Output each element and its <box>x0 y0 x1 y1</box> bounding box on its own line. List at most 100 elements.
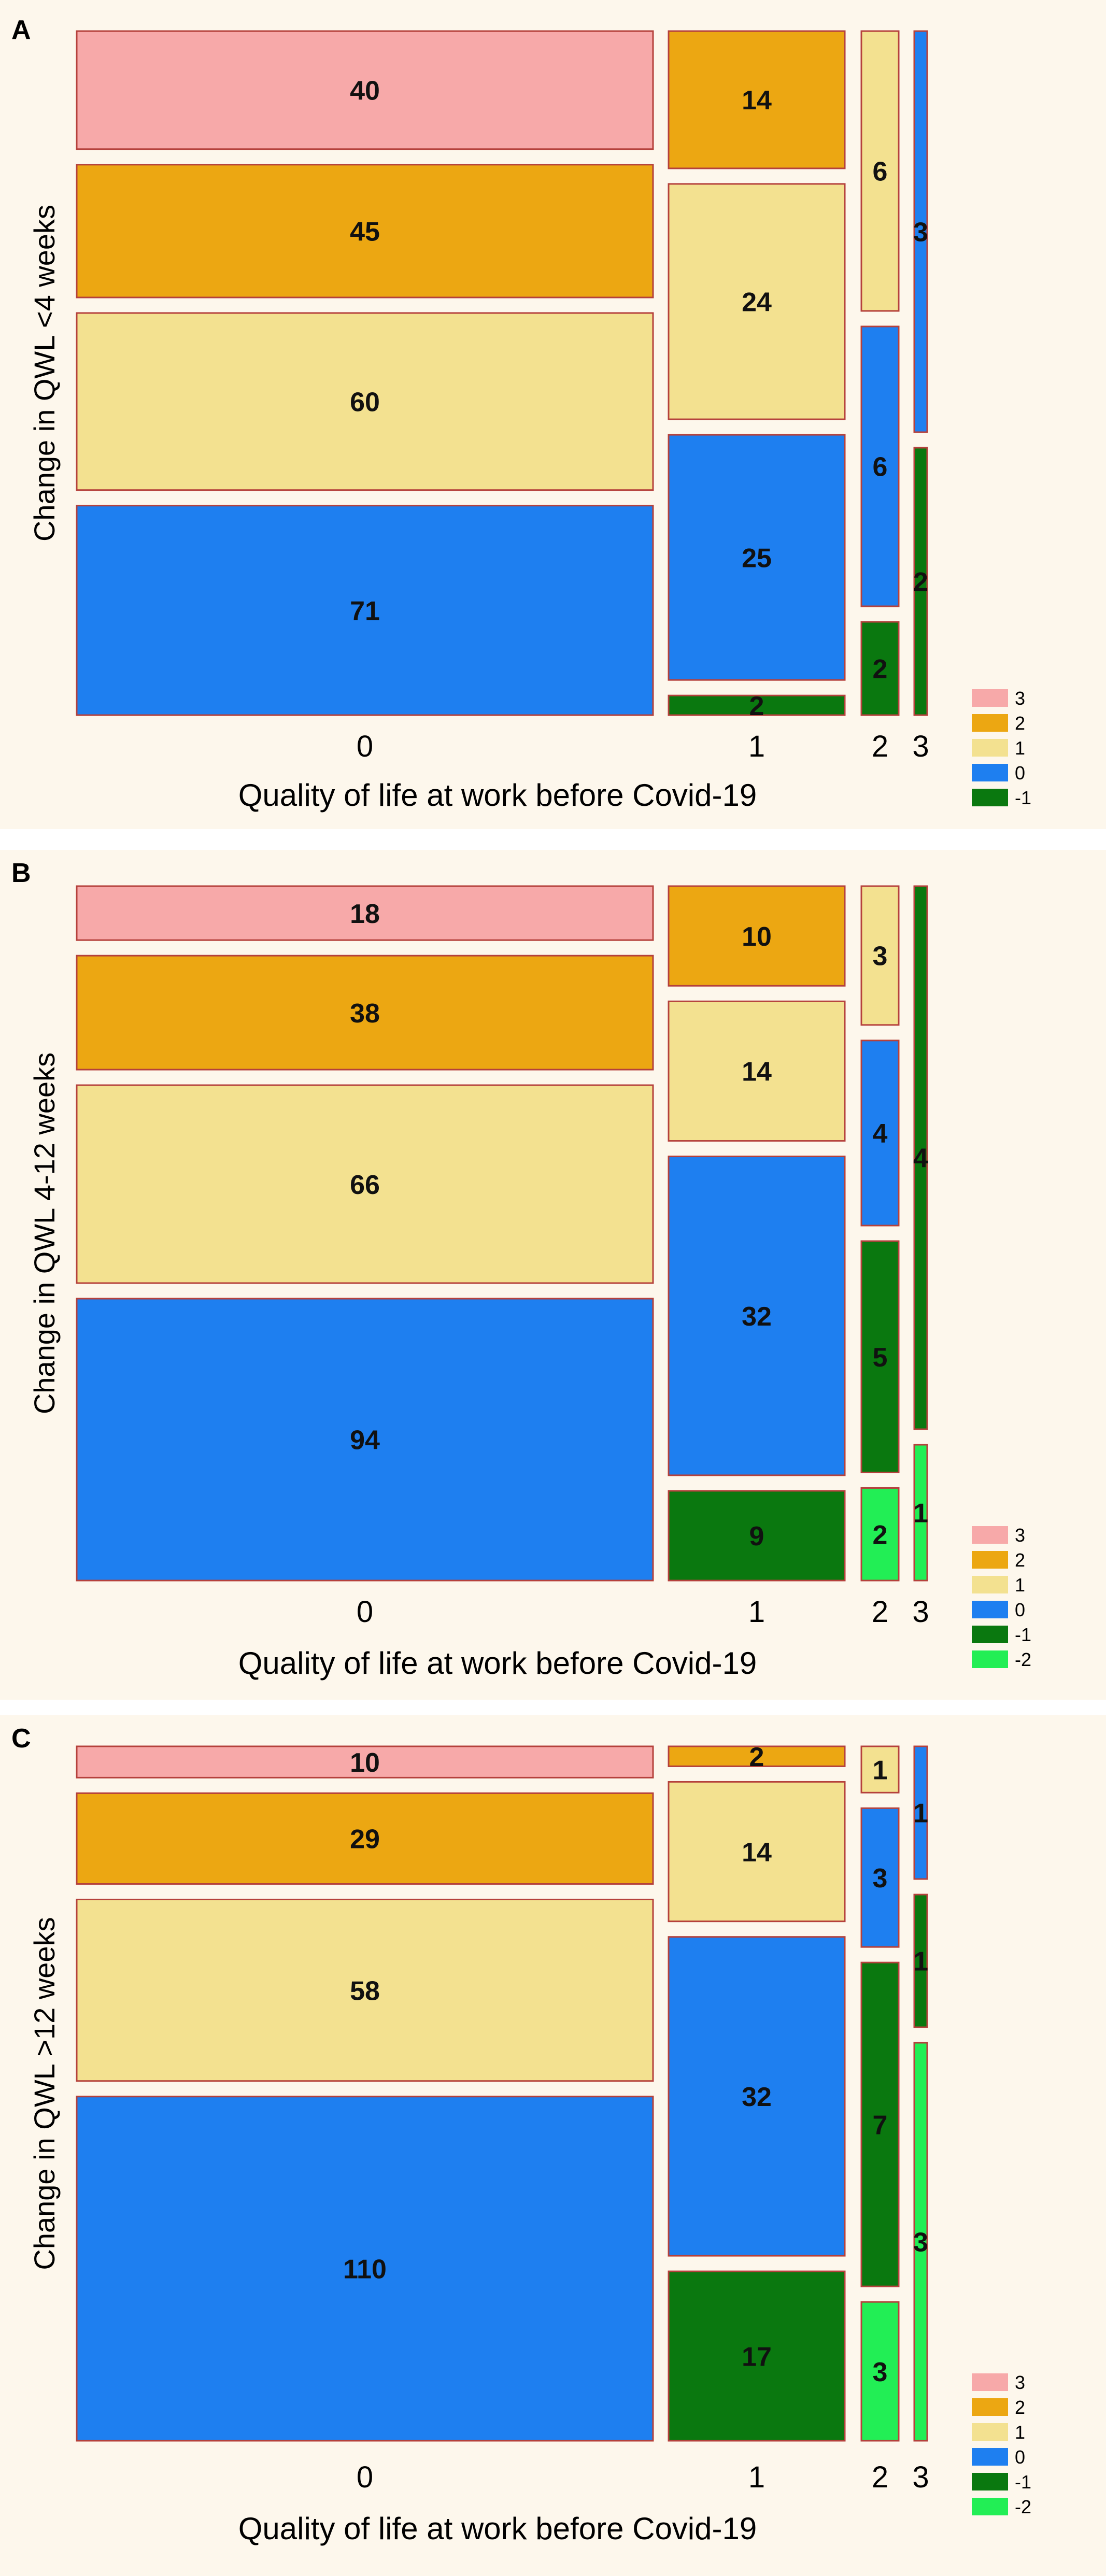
cell-count-label: 2 <box>873 1520 888 1550</box>
cell-count-label: 3 <box>873 1863 888 1894</box>
mosaic-panel-c: C Change in QWL >12 weeks 10 29 58 110 0 2 14 32 1… <box>0 1715 1106 2576</box>
cell-count-label: 14 <box>742 1838 772 1868</box>
y-axis-label: Change in QWL >12 weeks <box>28 1917 61 2270</box>
cell-count-label: 6 <box>873 452 888 482</box>
x-tick-label: 2 <box>872 2460 888 2494</box>
legend-swatch <box>972 764 1008 781</box>
mosaic-cell <box>913 30 928 433</box>
cell-count-label: 3 <box>913 218 928 248</box>
legend: 3 2 1 0 -1 -2 <box>972 2372 1031 2517</box>
cell-count-label: 66 <box>350 1170 380 1200</box>
x-tick-label: 1 <box>748 730 765 763</box>
mosaic-cell <box>668 694 846 716</box>
mosaic-cell <box>76 505 654 716</box>
mosaic-cell <box>860 885 900 1026</box>
legend-swatch <box>972 1626 1008 1643</box>
cell-count-label: 110 <box>343 2255 387 2285</box>
x-tick-label: 3 <box>912 730 929 763</box>
cell-count-label: 45 <box>350 217 380 247</box>
cell-count-label: 1 <box>913 1947 928 1977</box>
mosaic-cell <box>668 1745 846 1767</box>
y-axis-label: Change in QWL <4 weeks <box>28 205 61 542</box>
x-axis-label: Quality of life at work before Covid-19 <box>238 778 757 813</box>
mosaic-panel-b: B Change in QWL 4-12 weeks 18 38 66 94 0 10 14 32… <box>0 850 1106 1700</box>
cell-count-label: 40 <box>350 76 380 106</box>
legend: 3 2 1 0 -1 <box>972 688 1031 808</box>
x-tick-label: 3 <box>912 1595 929 1629</box>
legend-swatch <box>972 739 1008 757</box>
x-tick-label: 0 <box>357 1595 373 1629</box>
cell-count-label: 38 <box>350 999 380 1029</box>
legend-label: 1 <box>1015 1574 1025 1596</box>
legend-swatch <box>972 1576 1008 1593</box>
cell-count-label: 2 <box>749 691 764 721</box>
mosaic-cell <box>668 1000 846 1142</box>
cell-count-label: 10 <box>350 1748 380 1778</box>
cell-count-label: 3 <box>913 2228 928 2258</box>
cell-count-label: 58 <box>350 1976 380 2006</box>
cell-count-label: 14 <box>742 1057 772 1087</box>
cell-count-label: 3 <box>873 942 888 972</box>
mosaic-cell <box>668 1781 846 1923</box>
legend-swatch <box>972 2473 1008 2490</box>
legend-swatch <box>972 2398 1008 2416</box>
mosaic-cell <box>860 1487 900 1582</box>
legend-swatch <box>972 1526 1008 1544</box>
legend-label: -1 <box>1015 1624 1031 1645</box>
legend-swatch <box>972 1601 1008 1618</box>
mosaic-cell <box>860 1807 900 1948</box>
mosaic-cell <box>76 955 654 1071</box>
mosaic-cell <box>860 2301 900 2442</box>
legend-label: 3 <box>1015 688 1025 709</box>
mosaic-cell <box>76 1084 654 1284</box>
legend-label: 0 <box>1015 2446 1025 2468</box>
x-axis-label: Quality of life at work before Covid-19 <box>238 2511 757 2546</box>
mosaic-cell <box>913 1745 928 1880</box>
mosaic-cell <box>76 885 654 941</box>
cell-count-label: 60 <box>350 388 380 418</box>
legend-swatch <box>972 1551 1008 1569</box>
cell-count-label: 9 <box>749 1521 764 1552</box>
cell-count-label: 14 <box>742 86 772 116</box>
cell-count-label: 1 <box>873 1755 888 1785</box>
mosaic-cell <box>860 621 900 716</box>
legend-label: -1 <box>1015 787 1031 808</box>
mosaic-cell <box>668 434 846 681</box>
panel-label: A <box>11 15 31 45</box>
mosaic-cell <box>76 1298 654 1582</box>
cell-count-label: 4 <box>873 1119 888 1149</box>
mosaic-cell <box>76 1899 654 2082</box>
x-tick-label: 0 <box>357 2460 373 2494</box>
x-tick-label: 3 <box>912 2460 929 2494</box>
legend-swatch <box>972 689 1008 707</box>
cell-count-label: 18 <box>350 899 380 929</box>
cell-count-label: 3 <box>873 2357 888 2387</box>
x-tick-label: 2 <box>872 730 888 763</box>
mosaic-cell <box>860 1240 900 1473</box>
mosaic-cell <box>76 30 654 150</box>
legend-label: 0 <box>1015 1599 1025 1620</box>
mosaic-cell <box>668 1936 846 2257</box>
mosaic-cell <box>668 885 846 987</box>
mosaic-cell <box>668 183 846 420</box>
cell-count-label: 2 <box>749 1742 764 1772</box>
cell-count-label: 32 <box>742 2082 772 2112</box>
y-axis-label: Change in QWL 4-12 weeks <box>28 1052 61 1414</box>
panel-label: C <box>11 1724 31 1754</box>
mosaic-cell <box>668 1490 846 1582</box>
mosaic-cell <box>860 30 900 312</box>
mosaic-panel-a: A Change in QWL <4 weeks 40 45 60 71 0 14 24 25 2 1… <box>0 0 1106 829</box>
legend-swatch <box>972 2498 1008 2515</box>
mosaic-cell <box>76 2096 654 2442</box>
legend-swatch <box>972 2423 1008 2441</box>
legend-label: -2 <box>1015 2496 1031 2517</box>
cell-count-label: 2 <box>913 567 928 597</box>
mosaic-cell <box>860 1040 900 1227</box>
cell-count-label: 29 <box>350 1825 380 1855</box>
mosaic-cell <box>76 1792 654 1885</box>
legend-swatch <box>972 2373 1008 2391</box>
x-tick-label: 2 <box>872 1595 888 1629</box>
cell-count-label: 32 <box>742 1302 772 1332</box>
